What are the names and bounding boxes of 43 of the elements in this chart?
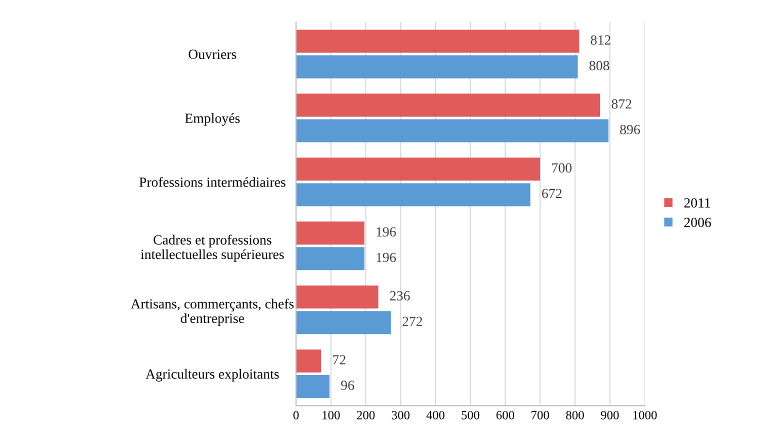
data-label: 196 [376, 252, 396, 262]
data-label: 872 [612, 99, 632, 109]
bar [296, 94, 600, 117]
data-label: 96 [341, 380, 354, 390]
bar [296, 349, 322, 372]
data-label: 896 [620, 124, 640, 134]
x-tick-label: 300 [392, 410, 410, 420]
y-tick-label: Agriculteurs exploitants [146, 368, 279, 382]
x-tick-label: 0 [293, 410, 299, 420]
data-label: 196 [376, 227, 396, 237]
y-tick-label: Cadres et professions intellectuelles supérieures [140, 234, 284, 262]
x-tick-label: 800 [566, 410, 584, 420]
bar [296, 183, 530, 206]
legend-label: 2011 [684, 198, 710, 208]
y-tick-label: Ouvriers [188, 50, 236, 59]
bar [296, 158, 540, 181]
data-label: 72 [333, 355, 346, 364]
bar [296, 286, 378, 309]
bar [296, 30, 580, 53]
bar [296, 119, 608, 142]
x-tick-label: 1000 [633, 410, 657, 420]
y-tick-label: Employés [185, 113, 240, 126]
data-label: 812 [590, 35, 610, 45]
bar [296, 311, 391, 334]
data-label: 236 [390, 291, 410, 300]
x-tick-label: 200 [356, 410, 375, 420]
y-tick-label: Professions intermédiaires [139, 176, 286, 187]
data-label: 272 [402, 316, 422, 326]
bar [296, 55, 578, 78]
x-tick-label: 900 [600, 410, 619, 420]
y-tick-label: Artisans, commerçants, chefs d'entreprise [130, 298, 294, 326]
data-label: 700 [552, 163, 572, 173]
bar [296, 247, 364, 270]
x-tick-label: 700 [532, 410, 550, 420]
data-label: 808 [589, 60, 610, 70]
data-label: 672 [542, 188, 562, 198]
x-tick-label: 600 [496, 410, 514, 420]
legend-label: 2006 [684, 218, 712, 228]
bar [296, 375, 330, 398]
bar [296, 222, 364, 245]
x-tick-label: 400 [426, 410, 444, 420]
x-tick-label: 100 [322, 410, 340, 420]
x-tick-label: 500 [462, 410, 480, 420]
